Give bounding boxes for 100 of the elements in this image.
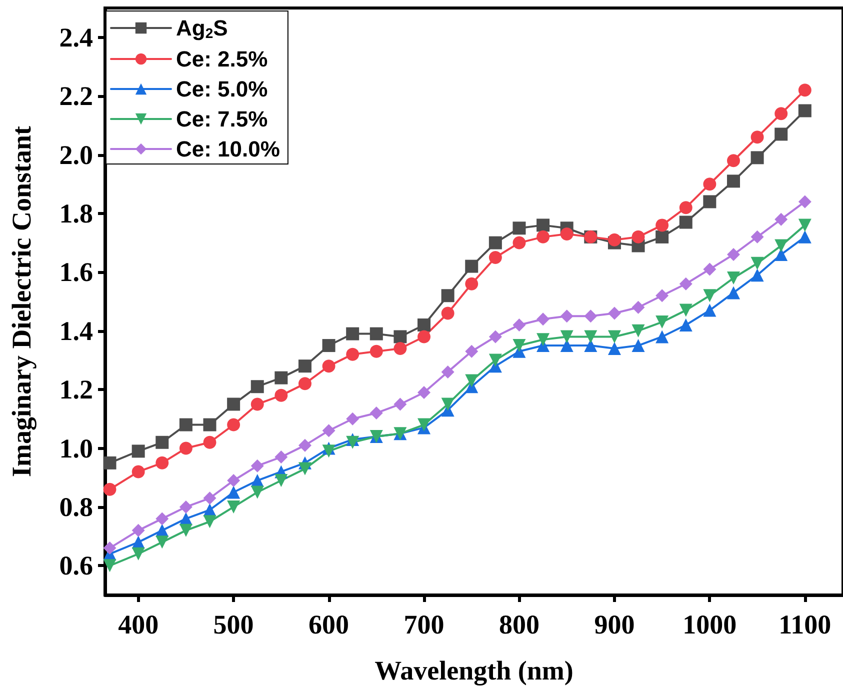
point bbox=[370, 406, 383, 420]
point bbox=[346, 348, 360, 361]
legend-label: Ce: 5.0% bbox=[176, 76, 268, 102]
y-tick-label: 1.4 bbox=[59, 316, 93, 346]
y-tick-label: 1.2 bbox=[59, 374, 93, 405]
x-tick-label: 500 bbox=[213, 610, 254, 640]
legend-label: Ag2S bbox=[176, 16, 228, 41]
point bbox=[132, 465, 145, 478]
point bbox=[227, 474, 240, 488]
point bbox=[179, 418, 192, 432]
point bbox=[250, 486, 264, 499]
point bbox=[465, 344, 478, 358]
x-tick-label: 1100 bbox=[778, 610, 832, 640]
point bbox=[203, 492, 216, 505]
point bbox=[298, 462, 312, 476]
point bbox=[703, 178, 716, 191]
point bbox=[703, 304, 716, 317]
point bbox=[179, 442, 192, 455]
point bbox=[346, 412, 360, 426]
point bbox=[441, 365, 454, 378]
point bbox=[418, 386, 431, 399]
point bbox=[203, 436, 216, 449]
point bbox=[536, 218, 550, 232]
point bbox=[608, 342, 621, 355]
point bbox=[322, 424, 336, 438]
point bbox=[322, 444, 336, 458]
point bbox=[203, 418, 216, 432]
point bbox=[322, 360, 336, 373]
point bbox=[132, 444, 145, 458]
point bbox=[726, 286, 740, 300]
point bbox=[370, 327, 383, 340]
x-tick-label: 900 bbox=[594, 610, 635, 640]
y-tick-label: 0.6 bbox=[59, 550, 93, 581]
point bbox=[227, 418, 240, 432]
point bbox=[726, 272, 740, 285]
point bbox=[394, 342, 407, 355]
point bbox=[179, 500, 192, 514]
point bbox=[703, 262, 716, 276]
y-tick-label: 1.8 bbox=[59, 198, 93, 228]
point bbox=[346, 436, 360, 449]
point bbox=[774, 107, 788, 120]
point bbox=[798, 104, 812, 118]
point bbox=[418, 418, 431, 432]
x-tick-label: 400 bbox=[118, 610, 159, 640]
point bbox=[774, 128, 788, 141]
point bbox=[703, 195, 716, 208]
point bbox=[726, 248, 740, 262]
point bbox=[274, 450, 288, 464]
point bbox=[441, 289, 454, 302]
point bbox=[298, 438, 312, 452]
point bbox=[750, 130, 764, 144]
point bbox=[560, 330, 574, 344]
point bbox=[394, 398, 407, 411]
point bbox=[103, 542, 116, 555]
point bbox=[250, 459, 264, 472]
point bbox=[679, 304, 692, 317]
point bbox=[250, 380, 264, 394]
point bbox=[608, 330, 621, 344]
point bbox=[798, 230, 812, 244]
point bbox=[512, 236, 526, 250]
point bbox=[798, 84, 812, 97]
y-axis-title: Imaginary Dielectric Constant bbox=[6, 126, 36, 477]
point bbox=[656, 316, 669, 329]
point bbox=[750, 256, 764, 270]
point bbox=[156, 536, 169, 549]
point bbox=[750, 230, 764, 244]
point bbox=[512, 222, 526, 235]
point bbox=[103, 482, 116, 496]
y-tick-label: 2.4 bbox=[59, 22, 93, 52]
point bbox=[632, 324, 645, 338]
point bbox=[656, 218, 669, 232]
point bbox=[584, 330, 598, 344]
point bbox=[679, 318, 692, 332]
point bbox=[608, 233, 621, 246]
point bbox=[679, 201, 692, 214]
point bbox=[632, 230, 645, 244]
point bbox=[727, 154, 740, 168]
point bbox=[103, 559, 116, 572]
x-axis-title: Wavelength (nm) bbox=[374, 656, 574, 686]
point bbox=[488, 354, 502, 367]
point bbox=[703, 289, 716, 302]
x-tick-label: 700 bbox=[404, 610, 444, 640]
legend-label: Ce: 2.5% bbox=[176, 46, 268, 72]
point bbox=[656, 289, 669, 302]
point bbox=[560, 228, 574, 240]
y-tick-label: 1.6 bbox=[59, 257, 93, 288]
point bbox=[536, 230, 550, 244]
point bbox=[156, 456, 169, 470]
point bbox=[488, 250, 502, 264]
point bbox=[132, 524, 145, 537]
point bbox=[441, 306, 454, 320]
legend-label: Ce: 10.0% bbox=[176, 136, 280, 162]
point bbox=[346, 327, 360, 340]
point bbox=[584, 339, 598, 352]
point bbox=[560, 310, 574, 323]
point bbox=[441, 398, 454, 411]
x-tick-label: 1000 bbox=[682, 610, 737, 640]
x-tick-label: 800 bbox=[498, 610, 540, 640]
point bbox=[798, 195, 812, 208]
point bbox=[298, 360, 312, 373]
